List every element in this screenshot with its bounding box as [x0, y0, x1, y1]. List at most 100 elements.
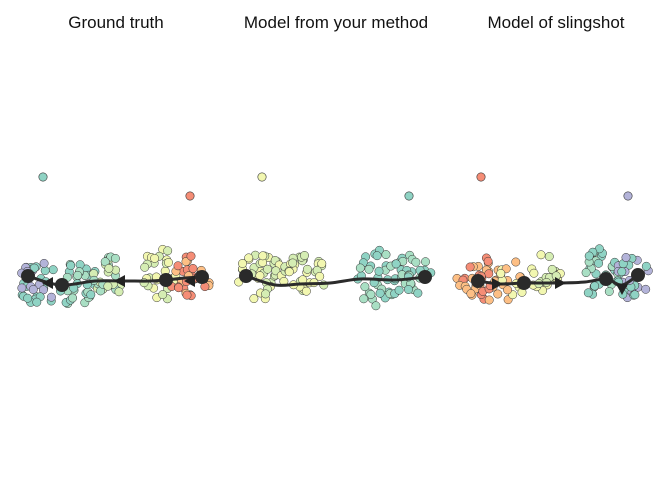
cell-point	[584, 251, 594, 261]
cell-point	[366, 289, 376, 299]
cell-point	[110, 253, 120, 263]
cell-point	[371, 301, 381, 311]
cell-point	[493, 289, 503, 299]
cell-point	[594, 258, 604, 268]
cell-point	[73, 270, 83, 280]
outlier-point	[38, 172, 48, 182]
panel-model-your-method: Model from your method	[234, 13, 436, 311]
cell-point	[238, 259, 247, 268]
cell-point	[496, 269, 506, 278]
trajectory-node	[471, 274, 485, 288]
cell-point	[301, 286, 311, 296]
cell-point	[32, 297, 42, 307]
cell-point	[182, 290, 192, 300]
cell-point	[484, 269, 494, 279]
trajectory-node	[159, 273, 173, 287]
direction-arrow	[555, 277, 566, 289]
direction-arrow	[42, 277, 53, 289]
panel-title-ground-truth: Ground truth	[68, 13, 163, 32]
cell-point	[630, 290, 640, 300]
direction-arrow	[616, 284, 628, 295]
cell-point	[68, 293, 78, 303]
cell-point	[641, 261, 651, 271]
cell-point	[317, 259, 327, 269]
cell-point	[590, 281, 600, 291]
outlier-point	[476, 172, 486, 182]
cell-point	[288, 258, 298, 268]
panel-title-model-your-method: Model from your method	[244, 13, 428, 32]
cell-point	[583, 288, 593, 298]
cell-point	[48, 265, 58, 275]
cell-point	[503, 285, 513, 295]
trajectory-node	[239, 269, 253, 283]
cell-point	[511, 257, 521, 267]
cell-point	[302, 264, 312, 274]
cell-point	[114, 287, 124, 297]
cell-point	[364, 264, 374, 274]
cell-point	[641, 284, 651, 294]
cell-point	[604, 287, 614, 296]
cell-point	[360, 282, 370, 292]
outlier-point	[185, 191, 195, 201]
trajectory-node	[195, 270, 209, 284]
direction-arrow	[492, 278, 503, 290]
scatter-points	[452, 172, 653, 305]
cell-point	[466, 289, 476, 299]
cell-point	[174, 283, 184, 293]
cell-point	[104, 263, 114, 273]
direction-arrow	[114, 275, 125, 287]
cell-point	[181, 257, 191, 267]
cell-point	[86, 290, 96, 300]
cell-point	[483, 256, 493, 266]
cell-point	[284, 267, 294, 277]
cell-point	[536, 250, 546, 260]
cell-point	[484, 295, 494, 305]
cell-point	[261, 289, 271, 299]
cell-point	[621, 253, 631, 262]
cell-point	[359, 294, 369, 304]
cell-point	[404, 285, 413, 294]
scatter-points	[234, 172, 436, 311]
outlier-point	[623, 191, 633, 201]
panel-ground-truth: Ground truth	[17, 13, 214, 309]
cell-point	[544, 252, 554, 261]
cell-point	[249, 294, 259, 304]
cell-point	[381, 250, 391, 260]
trajectory-node	[21, 269, 35, 283]
trajectory-curve	[244, 274, 427, 287]
cell-point	[140, 262, 150, 272]
direction-arrow	[184, 275, 195, 287]
cell-point	[46, 292, 56, 302]
cell-point	[374, 266, 384, 276]
cell-point	[66, 261, 76, 270]
cell-point	[164, 258, 173, 267]
cell-point	[315, 271, 325, 281]
panel-model-slingshot: Model of slingshot	[452, 13, 653, 305]
trajectory-node	[418, 270, 432, 284]
outlier-point	[404, 191, 414, 201]
panel-title-model-slingshot: Model of slingshot	[487, 13, 624, 32]
cell-point	[186, 251, 196, 261]
trajectory-node	[55, 278, 69, 292]
cell-point	[28, 285, 38, 294]
cell-point	[581, 268, 591, 278]
trajectory-node	[517, 276, 531, 290]
cell-point	[188, 264, 198, 273]
cell-point	[547, 264, 557, 274]
outlier-point	[257, 172, 267, 182]
cell-point	[391, 259, 401, 269]
cell-point	[411, 257, 421, 267]
cell-point	[163, 246, 173, 256]
cell-point	[375, 288, 385, 298]
cell-point	[173, 261, 183, 271]
cell-point	[263, 264, 272, 274]
cell-point	[158, 290, 168, 300]
cell-point	[39, 258, 49, 268]
cell-point	[300, 251, 309, 260]
trajectory-node	[599, 272, 613, 286]
cell-point	[258, 251, 268, 261]
cell-point	[244, 253, 254, 263]
cell-point	[617, 267, 627, 277]
cell-point	[465, 262, 475, 272]
